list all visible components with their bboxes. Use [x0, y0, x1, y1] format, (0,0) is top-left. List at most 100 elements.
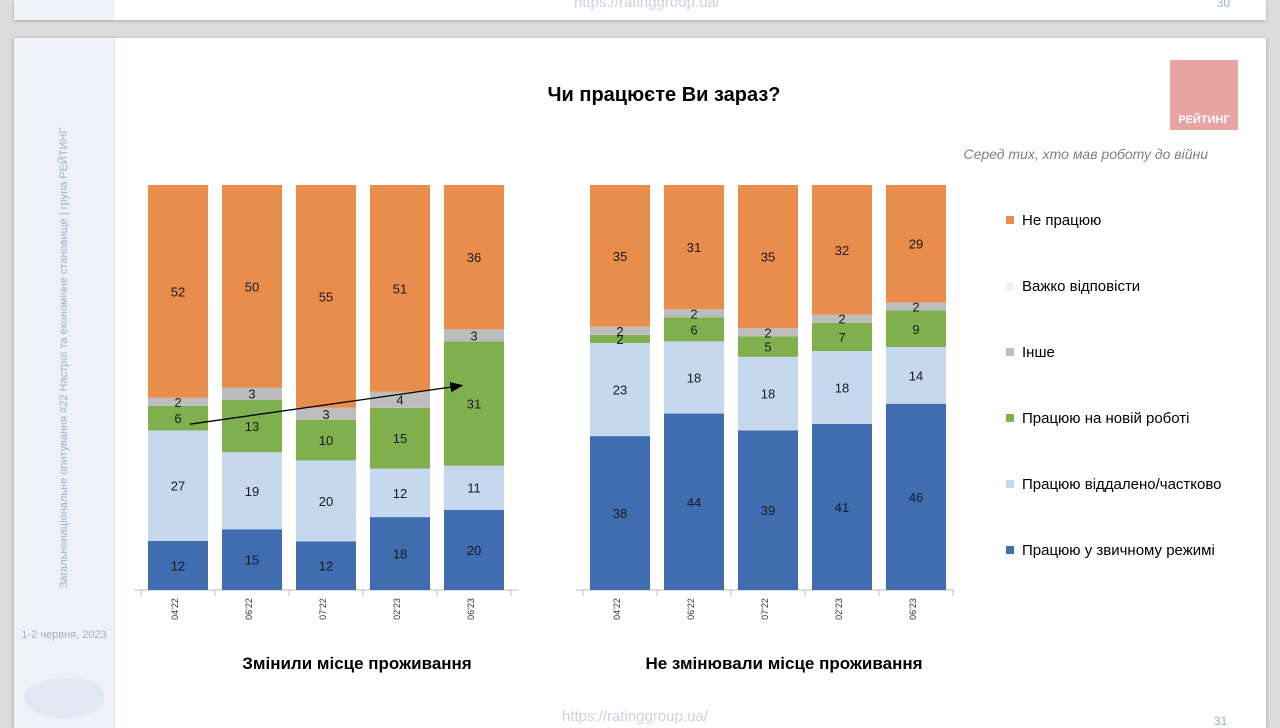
data-label: 19: [245, 484, 259, 499]
bar-segment-remote: [590, 342, 650, 437]
bar-segment-new-job: [296, 419, 356, 461]
bar-segment-new-job: [664, 317, 724, 342]
bar-segment-remote: [222, 452, 282, 530]
legend-label: Працюю на новій роботі: [1022, 410, 1190, 427]
survey-date: 1-2 червня, 2023: [21, 629, 107, 641]
data-label: 15: [245, 553, 259, 568]
footer-page-number: 31: [1214, 714, 1228, 728]
data-label: 2: [764, 325, 771, 340]
legend-label: Працюю у звичному режимі: [1022, 542, 1215, 559]
bar-segment-other: [444, 329, 504, 342]
bar-segment-regular: [296, 541, 356, 590]
previous-slide-url: https://ratinggroup.ua/: [574, 0, 720, 11]
data-label: 31: [687, 240, 701, 255]
legend-swatch: [1006, 348, 1014, 356]
legend-swatch: [1006, 546, 1014, 554]
previous-slide-sidebar: [14, 0, 114, 20]
bar-segment-remote: [812, 351, 872, 424]
slide-sidebar: [14, 38, 114, 728]
legend-item-not-working: Не працюю: [1006, 212, 1246, 232]
ukraine-map-icon: [24, 678, 104, 718]
data-label: 15: [393, 431, 407, 446]
data-label: 35: [761, 250, 775, 265]
legend-item-hard-to-say: Важко відповісти: [1006, 278, 1246, 298]
chart-subtitle: Серед тих, хто мав роботу до війни: [963, 146, 1208, 162]
bar-segment-other: [590, 326, 650, 335]
x-tick-label: 04'22: [612, 598, 622, 620]
data-label: 20: [467, 543, 481, 558]
bar-segment-new-job: [222, 399, 282, 453]
bar-segment-not-working: [296, 185, 356, 408]
bar-segment-not-working: [738, 185, 798, 329]
data-label: 2: [838, 312, 845, 327]
bar-segment-regular: [812, 423, 872, 590]
bar-segment-other: [664, 309, 724, 318]
group-label-not-moved: Не змінювали місце проживання: [645, 654, 923, 673]
bar-segment-new-job: [590, 334, 650, 343]
bar-segment-remote: [664, 341, 724, 414]
bar-segment-other: [222, 387, 282, 400]
previous-slide: https://ratinggroup.ua/ 30: [14, 0, 1266, 20]
footer-url: https://ratinggroup.ua/: [562, 708, 708, 725]
data-label: 6: [690, 322, 697, 337]
data-label: 38: [613, 506, 627, 521]
data-label: 18: [761, 387, 775, 402]
legend-swatch: [1006, 282, 1014, 290]
bar-segment-not-working: [148, 185, 208, 398]
data-label: 32: [835, 243, 849, 258]
bar-segment-not-working: [444, 185, 504, 330]
bar-segment-other: [886, 302, 946, 311]
x-tick-label: 07'22: [318, 598, 328, 620]
bar-segment-new-job: [370, 407, 430, 469]
data-label: 39: [761, 503, 775, 518]
sidebar-divider: [114, 38, 115, 728]
data-label: 6: [174, 411, 181, 426]
bar-segment-other: [738, 328, 798, 337]
legend-label: Важко відповісти: [1022, 278, 1141, 295]
data-label: 35: [613, 249, 627, 264]
data-label: 18: [393, 547, 407, 562]
x-tick-label: 06'23: [908, 598, 918, 620]
x-tick-label: 07'22: [760, 598, 770, 620]
bar-segment-regular: [148, 540, 208, 590]
data-label: 9: [912, 322, 919, 337]
data-label: 18: [835, 381, 849, 396]
bar-segment-remote: [738, 356, 798, 431]
trend-arrow: [189, 381, 464, 425]
data-label: 27: [171, 479, 185, 494]
bar-segment-not-working: [886, 185, 946, 303]
bar-segment-remote: [886, 347, 946, 404]
data-label: 50: [245, 279, 259, 294]
data-label: 3: [248, 387, 255, 402]
bar-segment-remote: [148, 430, 208, 541]
x-tick-label: 02'23: [392, 598, 402, 620]
bar-segment-regular: [444, 509, 504, 590]
data-label: 12: [393, 486, 407, 501]
bar-segment-not-working: [222, 185, 282, 388]
bar-segment-remote: [296, 460, 356, 542]
legend-swatch: [1006, 480, 1014, 488]
legend-label: Працюю віддалено/частково: [1022, 476, 1222, 493]
legend-label: Не працюю: [1022, 212, 1102, 229]
data-label: 14: [909, 368, 923, 383]
bar-segment-new-job: [886, 310, 946, 347]
logo-text: РЕЙТИНГ: [1178, 114, 1230, 126]
bar-segment-other: [296, 407, 356, 420]
data-label: 7: [838, 330, 845, 345]
legend-swatch: [1006, 216, 1014, 224]
bar-segment-not-working: [590, 185, 650, 327]
bar-segment-new-job: [148, 405, 208, 431]
previous-slide-page-number: 30: [1216, 0, 1230, 10]
data-label: 29: [909, 237, 923, 252]
data-label: 44: [687, 495, 701, 510]
legend-item-regular: Працюю у звичному режимі: [1006, 542, 1246, 562]
data-label: 3: [322, 407, 329, 422]
data-label: 12: [171, 558, 185, 573]
bar-segment-other: [148, 397, 208, 406]
data-label: 18: [687, 370, 701, 385]
data-label: 2: [912, 300, 919, 315]
data-label: 23: [613, 383, 627, 398]
data-label: 10: [319, 433, 333, 448]
legend-swatch: [1006, 414, 1014, 422]
data-label: 55: [319, 289, 333, 304]
